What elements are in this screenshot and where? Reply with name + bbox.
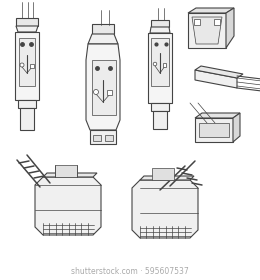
- Polygon shape: [86, 44, 120, 130]
- Polygon shape: [55, 165, 77, 177]
- Circle shape: [20, 63, 24, 67]
- Bar: [188, 13, 226, 48]
- Polygon shape: [195, 70, 237, 88]
- Polygon shape: [152, 168, 174, 180]
- Bar: [151, 20, 169, 27]
- Polygon shape: [140, 176, 194, 180]
- Bar: [151, 38, 169, 86]
- Bar: [30, 64, 34, 68]
- Polygon shape: [188, 8, 234, 13]
- Bar: [20, 108, 34, 130]
- Polygon shape: [43, 173, 97, 177]
- Bar: [194, 19, 200, 25]
- Polygon shape: [150, 27, 170, 33]
- Bar: [151, 103, 169, 111]
- Bar: [107, 90, 112, 95]
- Polygon shape: [35, 177, 101, 235]
- Bar: [148, 33, 172, 103]
- Polygon shape: [192, 17, 222, 44]
- Text: shutterstock.com · 595607537: shutterstock.com · 595607537: [71, 267, 189, 277]
- Polygon shape: [195, 113, 240, 118]
- Bar: [93, 135, 101, 141]
- Bar: [19, 38, 35, 86]
- Polygon shape: [233, 113, 240, 142]
- Circle shape: [94, 90, 99, 95]
- Bar: [163, 63, 166, 67]
- Polygon shape: [16, 26, 38, 32]
- Bar: [199, 123, 229, 137]
- Bar: [105, 135, 113, 141]
- Bar: [18, 100, 36, 108]
- Bar: [214, 19, 220, 25]
- Bar: [92, 60, 116, 115]
- Bar: [153, 111, 167, 129]
- Bar: [92, 24, 114, 34]
- Polygon shape: [132, 180, 198, 238]
- Bar: [90, 130, 116, 144]
- Bar: [195, 118, 233, 142]
- Polygon shape: [226, 8, 234, 48]
- Bar: [16, 18, 38, 26]
- Polygon shape: [195, 66, 243, 78]
- Circle shape: [153, 62, 157, 66]
- Bar: [15, 32, 39, 100]
- Polygon shape: [88, 34, 118, 44]
